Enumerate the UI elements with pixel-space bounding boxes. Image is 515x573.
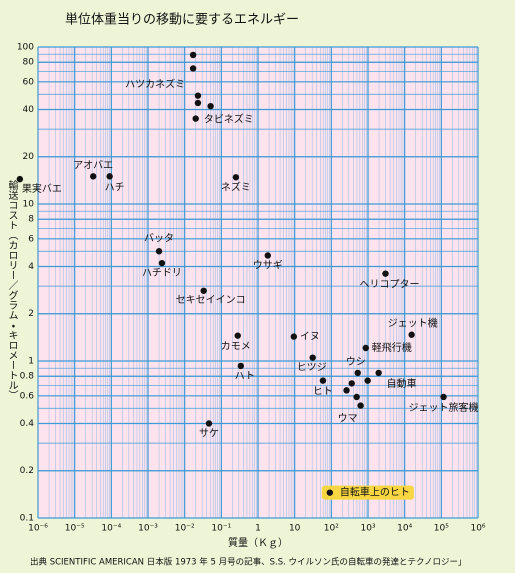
data-point	[89, 173, 97, 180]
data-point	[375, 369, 382, 377]
y-tick-label: 6	[28, 234, 34, 244]
x-tick-label: 10⁻²	[175, 524, 195, 534]
chart-title: 単位体重当りの移動に要するエネルギー	[65, 12, 299, 28]
point-label: ウサギ	[253, 259, 283, 271]
point-label: ハチドリ	[142, 267, 182, 279]
data-point	[309, 354, 316, 361]
data-point	[192, 115, 199, 122]
y-tick-label: 10	[23, 200, 35, 210]
y-tick-label: 0.1	[20, 514, 34, 524]
y-tick-label: 0.2	[20, 466, 34, 476]
point-label: ヘリコプター	[359, 279, 419, 291]
data-point	[348, 380, 355, 387]
y-tick-label: 0.6	[20, 391, 35, 401]
x-tick-label: 10⁶	[470, 524, 485, 534]
data-point	[16, 175, 24, 183]
x-tick-label: 10³	[360, 524, 375, 534]
data-point	[106, 173, 113, 180]
y-tick-label: 20	[23, 152, 35, 162]
point-label: ヒト	[313, 386, 333, 398]
x-tick-label: 10⁵	[434, 524, 449, 534]
point-label: 軽飛行機	[372, 341, 412, 354]
data-point	[357, 402, 364, 409]
y-tick-label: 2	[28, 309, 34, 319]
point-label: タビネズミ	[204, 113, 254, 126]
y-tick-label: 1	[28, 357, 34, 367]
point-label: 自転車上のヒト	[340, 486, 410, 499]
point-label: ジェット旅客機	[409, 401, 479, 414]
x-tick-label: 10⁻⁶	[28, 524, 48, 534]
label-highlight	[321, 485, 414, 500]
y-tick-label: 100	[17, 43, 34, 53]
y-tick-label: 80	[23, 58, 35, 68]
data-point	[207, 102, 214, 110]
x-tick-label: 1	[255, 524, 261, 534]
point-label: カモメ	[221, 341, 251, 353]
data-point	[326, 489, 334, 496]
x-tick-label: 10	[289, 524, 301, 534]
data-point	[232, 174, 240, 181]
data-point	[237, 362, 245, 370]
y-axis-label: 輸送コスト（カロリー／グラム・キロメートル）	[6, 179, 18, 400]
point-label: ネズミ	[221, 180, 251, 193]
point-label: イヌ	[300, 332, 320, 343]
data-point	[319, 377, 327, 384]
x-tick-label: 10⁻¹	[211, 524, 231, 534]
y-tick-label: 60	[23, 77, 35, 87]
point-label: ハト	[235, 371, 255, 382]
y-tick-label: 40	[23, 105, 35, 115]
data-point	[155, 248, 163, 255]
point-label: ヒツジ	[297, 362, 327, 374]
x-tick-label: 10⁴	[397, 524, 412, 534]
x-tick-label: 10⁻⁴	[101, 524, 121, 534]
x-tick-label: 10⁻³	[138, 524, 158, 534]
data-point	[408, 331, 415, 338]
data-point	[200, 287, 207, 294]
point-label: セキセイインコ	[176, 294, 246, 306]
point-label: 自動車	[387, 377, 417, 390]
point-label: バッタ	[144, 232, 174, 244]
data-point	[290, 333, 298, 340]
data-point	[189, 51, 197, 59]
data-point	[194, 92, 202, 99]
point-label: ウマ	[338, 413, 358, 425]
data-point	[364, 377, 371, 384]
data-point	[362, 344, 369, 352]
x-tick-label: 10²	[324, 524, 339, 534]
source-note: 出典 SCIENTIFIC AMERICAN 日本版 1973 年 5 月号の記…	[30, 557, 466, 568]
data-point	[158, 259, 166, 267]
point-label: アオバエ	[73, 159, 113, 171]
data-point	[343, 387, 350, 394]
point-label: ジェット機	[388, 317, 438, 330]
data-point	[234, 332, 241, 339]
data-point	[382, 270, 389, 277]
point-label: 果実バエ	[22, 182, 62, 195]
point-label: ウシ	[346, 356, 366, 368]
y-tick-label: 4	[28, 262, 34, 272]
data-point	[205, 420, 213, 427]
data-point	[353, 393, 360, 401]
point-label: サケ	[199, 427, 219, 439]
y-tick-label: 0.4	[20, 419, 35, 429]
y-tick-label: 0.8	[20, 372, 35, 382]
point-label: ハチ	[105, 181, 125, 193]
y-tick-label: 8	[28, 215, 34, 225]
data-point	[440, 393, 447, 401]
x-tick-label: 10⁻⁵	[65, 524, 85, 534]
data-point	[354, 369, 361, 377]
x-axis-label: 質量（Ｋｇ）	[228, 536, 288, 549]
data-point	[264, 252, 271, 259]
data-point	[189, 65, 197, 72]
data-point	[194, 99, 202, 107]
point-label: ハツカネズミ	[125, 77, 185, 90]
